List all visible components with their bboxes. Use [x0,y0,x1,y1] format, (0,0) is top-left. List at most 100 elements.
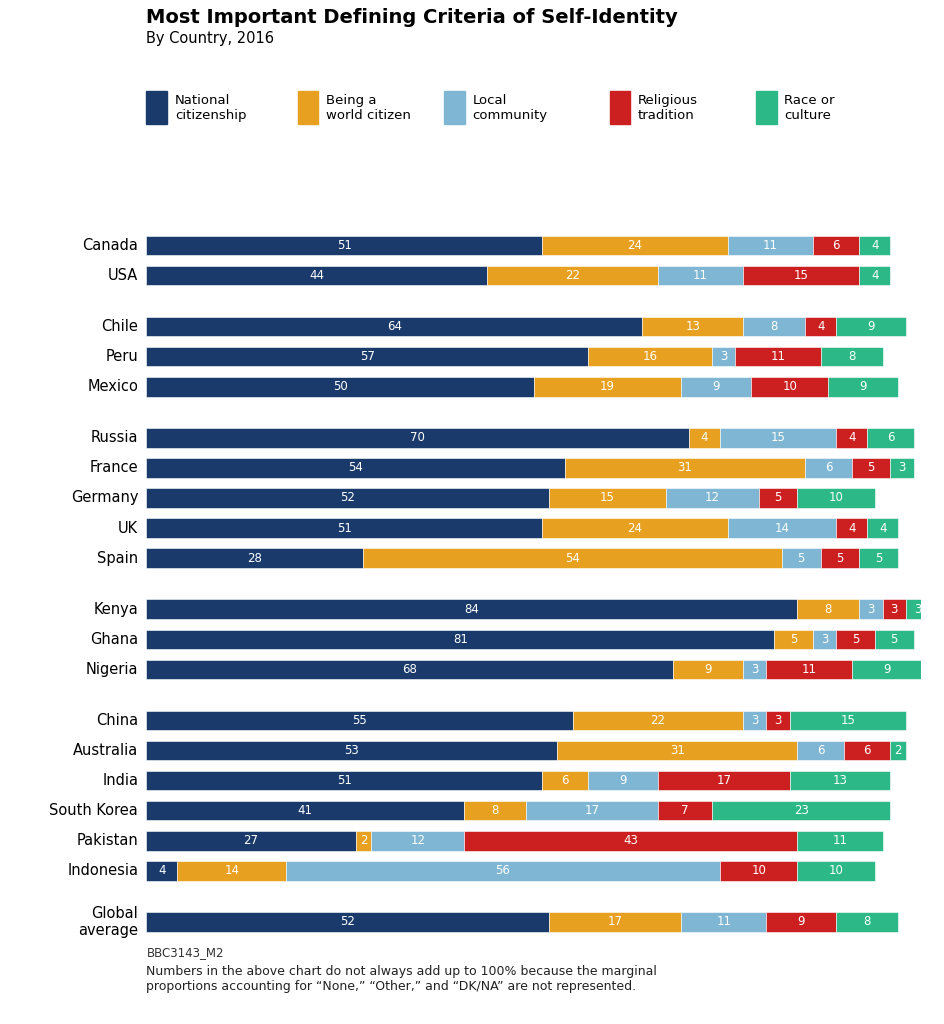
Text: 24: 24 [627,239,642,252]
Bar [146,630,773,649]
Bar [146,659,673,679]
Text: 13: 13 [684,321,700,333]
Text: 14: 14 [224,864,239,878]
Text: 10: 10 [750,864,766,878]
Text: 5: 5 [867,462,874,474]
Text: 31: 31 [677,462,692,474]
Text: 19: 19 [599,380,615,393]
Bar [905,599,928,618]
Bar [371,831,464,851]
Text: 23: 23 [793,804,808,817]
Text: By Country, 2016: By Country, 2016 [146,31,274,46]
Bar [146,771,541,791]
Bar [464,831,797,851]
Bar [742,266,858,286]
Text: 52: 52 [340,492,355,505]
Text: 50: 50 [332,380,347,393]
Text: 4: 4 [870,269,878,282]
Bar [464,801,526,820]
Bar [146,831,355,851]
Bar [858,236,889,255]
Text: 9: 9 [704,663,711,676]
Bar [146,377,533,396]
Bar [719,428,835,447]
Text: 8: 8 [769,321,777,333]
Text: 6: 6 [832,239,839,252]
Text: 6: 6 [885,431,893,444]
Text: 22: 22 [649,714,665,727]
Text: 4: 4 [700,431,707,444]
Text: 4: 4 [158,864,165,878]
Text: 11: 11 [716,915,731,929]
Text: 22: 22 [565,269,580,282]
Text: 14: 14 [773,521,788,535]
Bar [146,236,541,255]
Text: 13: 13 [832,774,847,787]
Bar [789,771,889,791]
Bar [804,458,851,478]
Text: 10: 10 [828,864,843,878]
Text: 9: 9 [867,321,874,333]
Bar [797,861,874,881]
Text: 7: 7 [681,804,688,817]
Text: 6: 6 [863,744,870,757]
Bar [587,347,712,367]
Text: 3: 3 [719,350,727,364]
Text: 9: 9 [882,663,889,676]
Text: 11: 11 [692,269,707,282]
Text: 15: 15 [599,492,615,505]
Bar [835,518,867,538]
Text: 44: 44 [309,269,324,282]
Text: 3: 3 [750,714,758,727]
Text: 8: 8 [847,350,854,364]
Text: 2: 2 [360,835,367,847]
Bar [797,740,843,760]
Bar [797,599,858,618]
Bar [681,377,750,396]
Text: 43: 43 [623,835,637,847]
Text: 51: 51 [336,239,351,252]
Bar [146,488,548,508]
Bar [572,711,742,730]
Text: 4: 4 [847,431,854,444]
Text: 55: 55 [352,714,366,727]
Bar [642,316,742,336]
Text: 15: 15 [769,431,784,444]
Text: 9: 9 [797,915,804,929]
Text: 10: 10 [828,492,843,505]
Text: 5: 5 [797,552,804,564]
Text: 3: 3 [773,714,781,727]
Text: Being a
world citizen: Being a world citizen [326,93,411,122]
Bar [835,630,874,649]
Text: 4: 4 [870,239,878,252]
Text: 5: 5 [789,633,797,646]
Bar [587,771,657,791]
Bar [548,488,665,508]
Text: 51: 51 [336,521,351,535]
Text: 54: 54 [348,462,362,474]
Text: 17: 17 [607,915,622,929]
Text: 2: 2 [893,744,901,757]
Bar [851,458,889,478]
Bar [487,266,657,286]
Bar [781,549,819,568]
Text: 5: 5 [889,633,897,646]
Text: 10: 10 [782,380,796,393]
Bar [758,488,797,508]
Bar [835,316,905,336]
Text: 3: 3 [867,603,874,615]
Bar [719,861,797,881]
Text: 81: 81 [452,633,467,646]
Bar [177,861,286,881]
Text: Race or
culture: Race or culture [784,93,834,122]
Bar [712,347,734,367]
Bar [835,428,867,447]
Bar [889,740,905,760]
Text: 52: 52 [340,915,355,929]
Text: 5: 5 [773,492,781,505]
Bar [766,659,851,679]
Bar [734,347,819,367]
Text: 11: 11 [769,350,784,364]
Text: 4: 4 [847,521,854,535]
Bar [804,316,835,336]
